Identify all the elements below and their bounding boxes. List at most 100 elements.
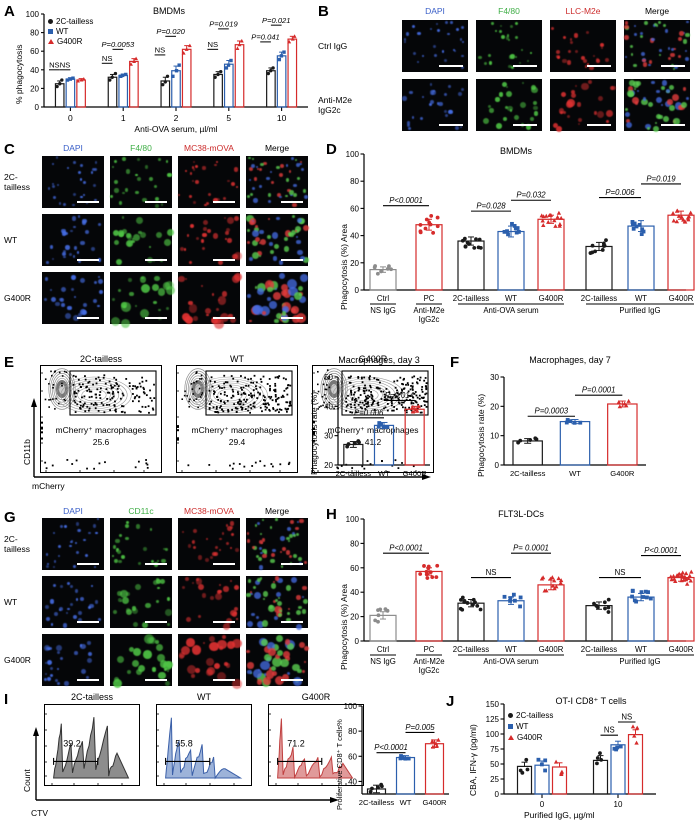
- data-point: [673, 579, 678, 584]
- histogram-trace: [277, 718, 354, 780]
- data-point: [430, 575, 435, 580]
- data-point: [641, 595, 646, 599]
- scale-bar: [439, 65, 463, 67]
- y-tick-label: 20: [490, 402, 499, 411]
- data-point: [603, 606, 607, 611]
- data-point: [600, 248, 605, 252]
- data-point: [385, 425, 390, 429]
- data-point: [669, 577, 674, 582]
- bar: [234, 44, 245, 108]
- data-point: [287, 39, 292, 44]
- channel-label: DAPI: [63, 143, 83, 153]
- channel-label: Merge: [644, 6, 670, 16]
- data-point: [506, 232, 510, 237]
- gate-rect: [69, 370, 157, 416]
- data-point: [425, 576, 430, 580]
- bar: [667, 576, 695, 642]
- microscopy-image: [624, 20, 690, 72]
- data-point: [418, 572, 423, 576]
- microscopy-image: [402, 79, 468, 131]
- panel-a: A BMDMs % phagocytosis 2C-tailless WT G4…: [4, 4, 314, 134]
- data-point: [389, 267, 393, 272]
- data-point: [639, 232, 644, 237]
- scale-bar: [280, 201, 303, 203]
- data-point: [213, 75, 217, 79]
- data-point: [423, 226, 428, 231]
- data-point: [553, 223, 558, 228]
- data-point: [595, 605, 600, 610]
- data-point: [672, 576, 677, 581]
- microscopy-image: [42, 214, 104, 266]
- panel-c: C DAPI F4/80 MC38-mOVA Merge 2C-tailless WT G…: [4, 140, 324, 350]
- data-point: [465, 240, 470, 245]
- panel-f-chart: 0 10 20 30 2C-tailless WT G400R P=0.0003 P=0.000…: [490, 373, 646, 478]
- data-point: [292, 34, 297, 38]
- legend-label: G400R: [57, 36, 83, 46]
- scale-bar: [280, 679, 303, 681]
- data-point: [686, 575, 691, 580]
- flow-plot-title: WT: [230, 354, 244, 364]
- legend-entry-2: G400R: [508, 732, 553, 743]
- microscopy-image: [42, 634, 104, 686]
- scale-bar: [280, 563, 303, 565]
- data-point: [129, 62, 133, 66]
- data-point: [373, 618, 378, 623]
- panel-j-label: J: [446, 693, 455, 710]
- channel-label: DAPI: [425, 6, 445, 16]
- x-tick-label: 10: [277, 113, 287, 123]
- data-point: [410, 409, 416, 414]
- p-value-label: NS: [207, 40, 218, 49]
- flow-plot: 2C-tailless mCherry⁺ macrophages 25.6: [40, 354, 162, 473]
- data-point: [181, 51, 186, 55]
- data-point: [216, 72, 220, 77]
- gate-value: 41.2: [365, 437, 382, 447]
- y-tick-label: 100: [346, 150, 360, 159]
- y-tick-label: 80: [350, 177, 359, 186]
- microscopy-image: [178, 634, 242, 689]
- x-tick-label: Ctrl: [377, 294, 389, 303]
- legend-label: WT: [56, 26, 69, 36]
- y-tick-label: 40: [350, 588, 359, 597]
- microscopy-image: [178, 156, 240, 208]
- bar: [395, 756, 416, 795]
- y-tick-label: 100: [346, 515, 360, 524]
- panel-i: I Count CTV 2C-tailless 39.2 WT 55.8 G400R 71…: [4, 692, 449, 824]
- y-tick-label: 20: [350, 613, 359, 622]
- scale-bar: [513, 65, 537, 67]
- x-tick-label: 0: [540, 800, 545, 809]
- data-point: [679, 578, 684, 583]
- data-point: [510, 221, 514, 226]
- data-point: [110, 75, 114, 79]
- y-tick-label: 60: [348, 752, 357, 761]
- y-tick-label: 100: [26, 10, 40, 19]
- group-label: Purified IgG: [619, 657, 660, 666]
- data-point: [632, 221, 637, 226]
- flow-histogram-title: 2C-tailless: [70, 692, 113, 702]
- data-point: [534, 437, 539, 442]
- p-value-label: P=0.005: [405, 723, 435, 732]
- data-point: [398, 756, 403, 761]
- gate-label: mCherry⁺ macrophages: [56, 425, 147, 435]
- channel-label: LLC-M2e: [565, 6, 601, 16]
- y-tick-label: 25: [490, 775, 499, 784]
- channel-label: MC38-mOVA: [184, 506, 234, 516]
- scale-bar: [144, 201, 167, 203]
- data-point: [518, 595, 523, 600]
- data-point: [637, 222, 642, 227]
- scale-bar: [280, 317, 303, 319]
- data-point: [406, 756, 411, 761]
- data-point: [688, 210, 693, 215]
- y-tick-label: 20: [30, 84, 39, 93]
- microscopy-image: [550, 79, 616, 132]
- data-point: [630, 220, 635, 224]
- data-point: [505, 229, 509, 234]
- data-point: [418, 223, 423, 227]
- gate-value: 39.2: [63, 739, 81, 749]
- scale-bar: [280, 259, 303, 261]
- legend-marker-circle-icon: [508, 713, 513, 718]
- bar: [223, 63, 234, 108]
- panel-i-ylabel: Count: [22, 769, 32, 792]
- p-value-label: NS: [615, 568, 626, 577]
- data-point: [416, 404, 421, 409]
- data-point: [546, 219, 551, 224]
